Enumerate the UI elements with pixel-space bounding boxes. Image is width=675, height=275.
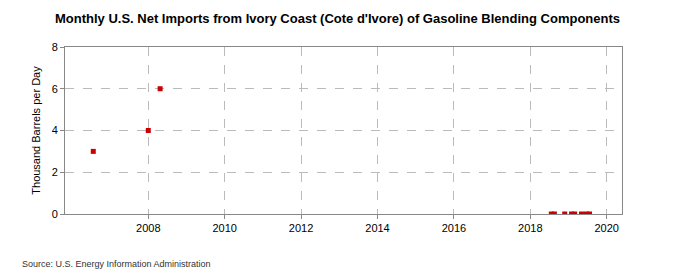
svg-text:2014: 2014	[365, 222, 389, 234]
svg-text:2008: 2008	[136, 222, 160, 234]
svg-text:Thousand Barrels per Day: Thousand Barrels per Day	[30, 66, 42, 195]
svg-text:6: 6	[52, 83, 58, 95]
svg-text:2010: 2010	[212, 222, 236, 234]
svg-text:Monthly U.S. Net Imports from: Monthly U.S. Net Imports from Ivory Coas…	[55, 11, 620, 26]
svg-text:8: 8	[52, 41, 58, 53]
svg-text:0: 0	[52, 208, 58, 220]
svg-text:Source: U.S. Energy Informatio: Source: U.S. Energy Information Administ…	[22, 259, 211, 269]
svg-text:2018: 2018	[518, 222, 542, 234]
svg-text:4: 4	[52, 124, 58, 136]
svg-text:2: 2	[52, 166, 58, 178]
svg-text:2020: 2020	[594, 222, 618, 234]
svg-text:2012: 2012	[289, 222, 313, 234]
svg-text:2016: 2016	[442, 222, 466, 234]
